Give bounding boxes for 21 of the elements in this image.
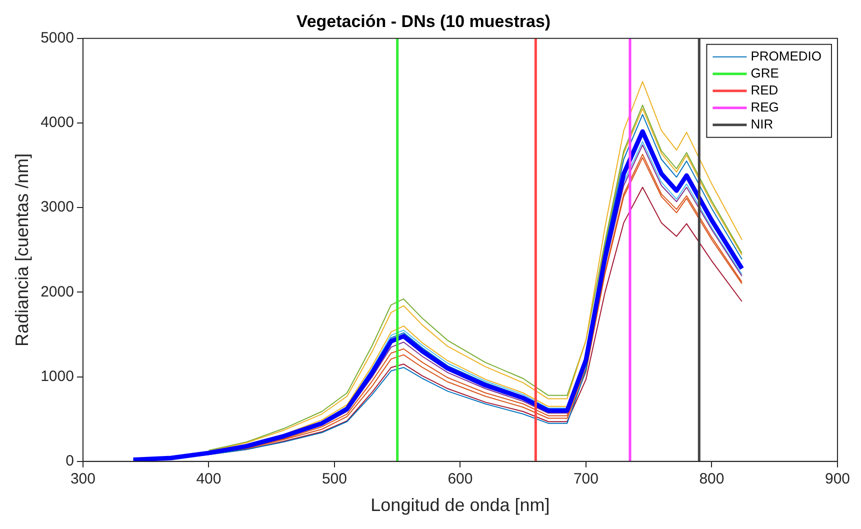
chart-title: Vegetación - DNs (10 muestras) [296, 12, 551, 31]
x-tick-label: 800 [699, 470, 724, 488]
y-tick-label: 2000 [40, 283, 74, 300]
legend-label: RED [750, 82, 778, 98]
legend-label: NIR [750, 116, 774, 132]
y-axis-title: Radiancia [cuentas /nm] [12, 153, 32, 346]
legend-label: GRE [750, 65, 780, 80]
x-tick-label: 900 [824, 470, 850, 488]
x-tick-label: 400 [196, 470, 222, 488]
y-tick-label: 4000 [40, 114, 74, 132]
x-axis-title: Longitud de onda [nm] [370, 495, 550, 516]
x-tick-label: 600 [448, 470, 473, 488]
x-tick-label: 700 [573, 470, 598, 488]
legend-label: PROMEDIO [750, 48, 822, 64]
legend-label: REG [750, 99, 779, 114]
y-tick-label: 5000 [40, 30, 74, 47]
y-tick-label: 1000 [40, 368, 74, 385]
x-tick-label: 300 [70, 470, 96, 488]
y-tick-label: 3000 [40, 198, 74, 216]
y-tick-label: 0 [66, 452, 74, 470]
x-tick-label: 500 [322, 470, 347, 488]
